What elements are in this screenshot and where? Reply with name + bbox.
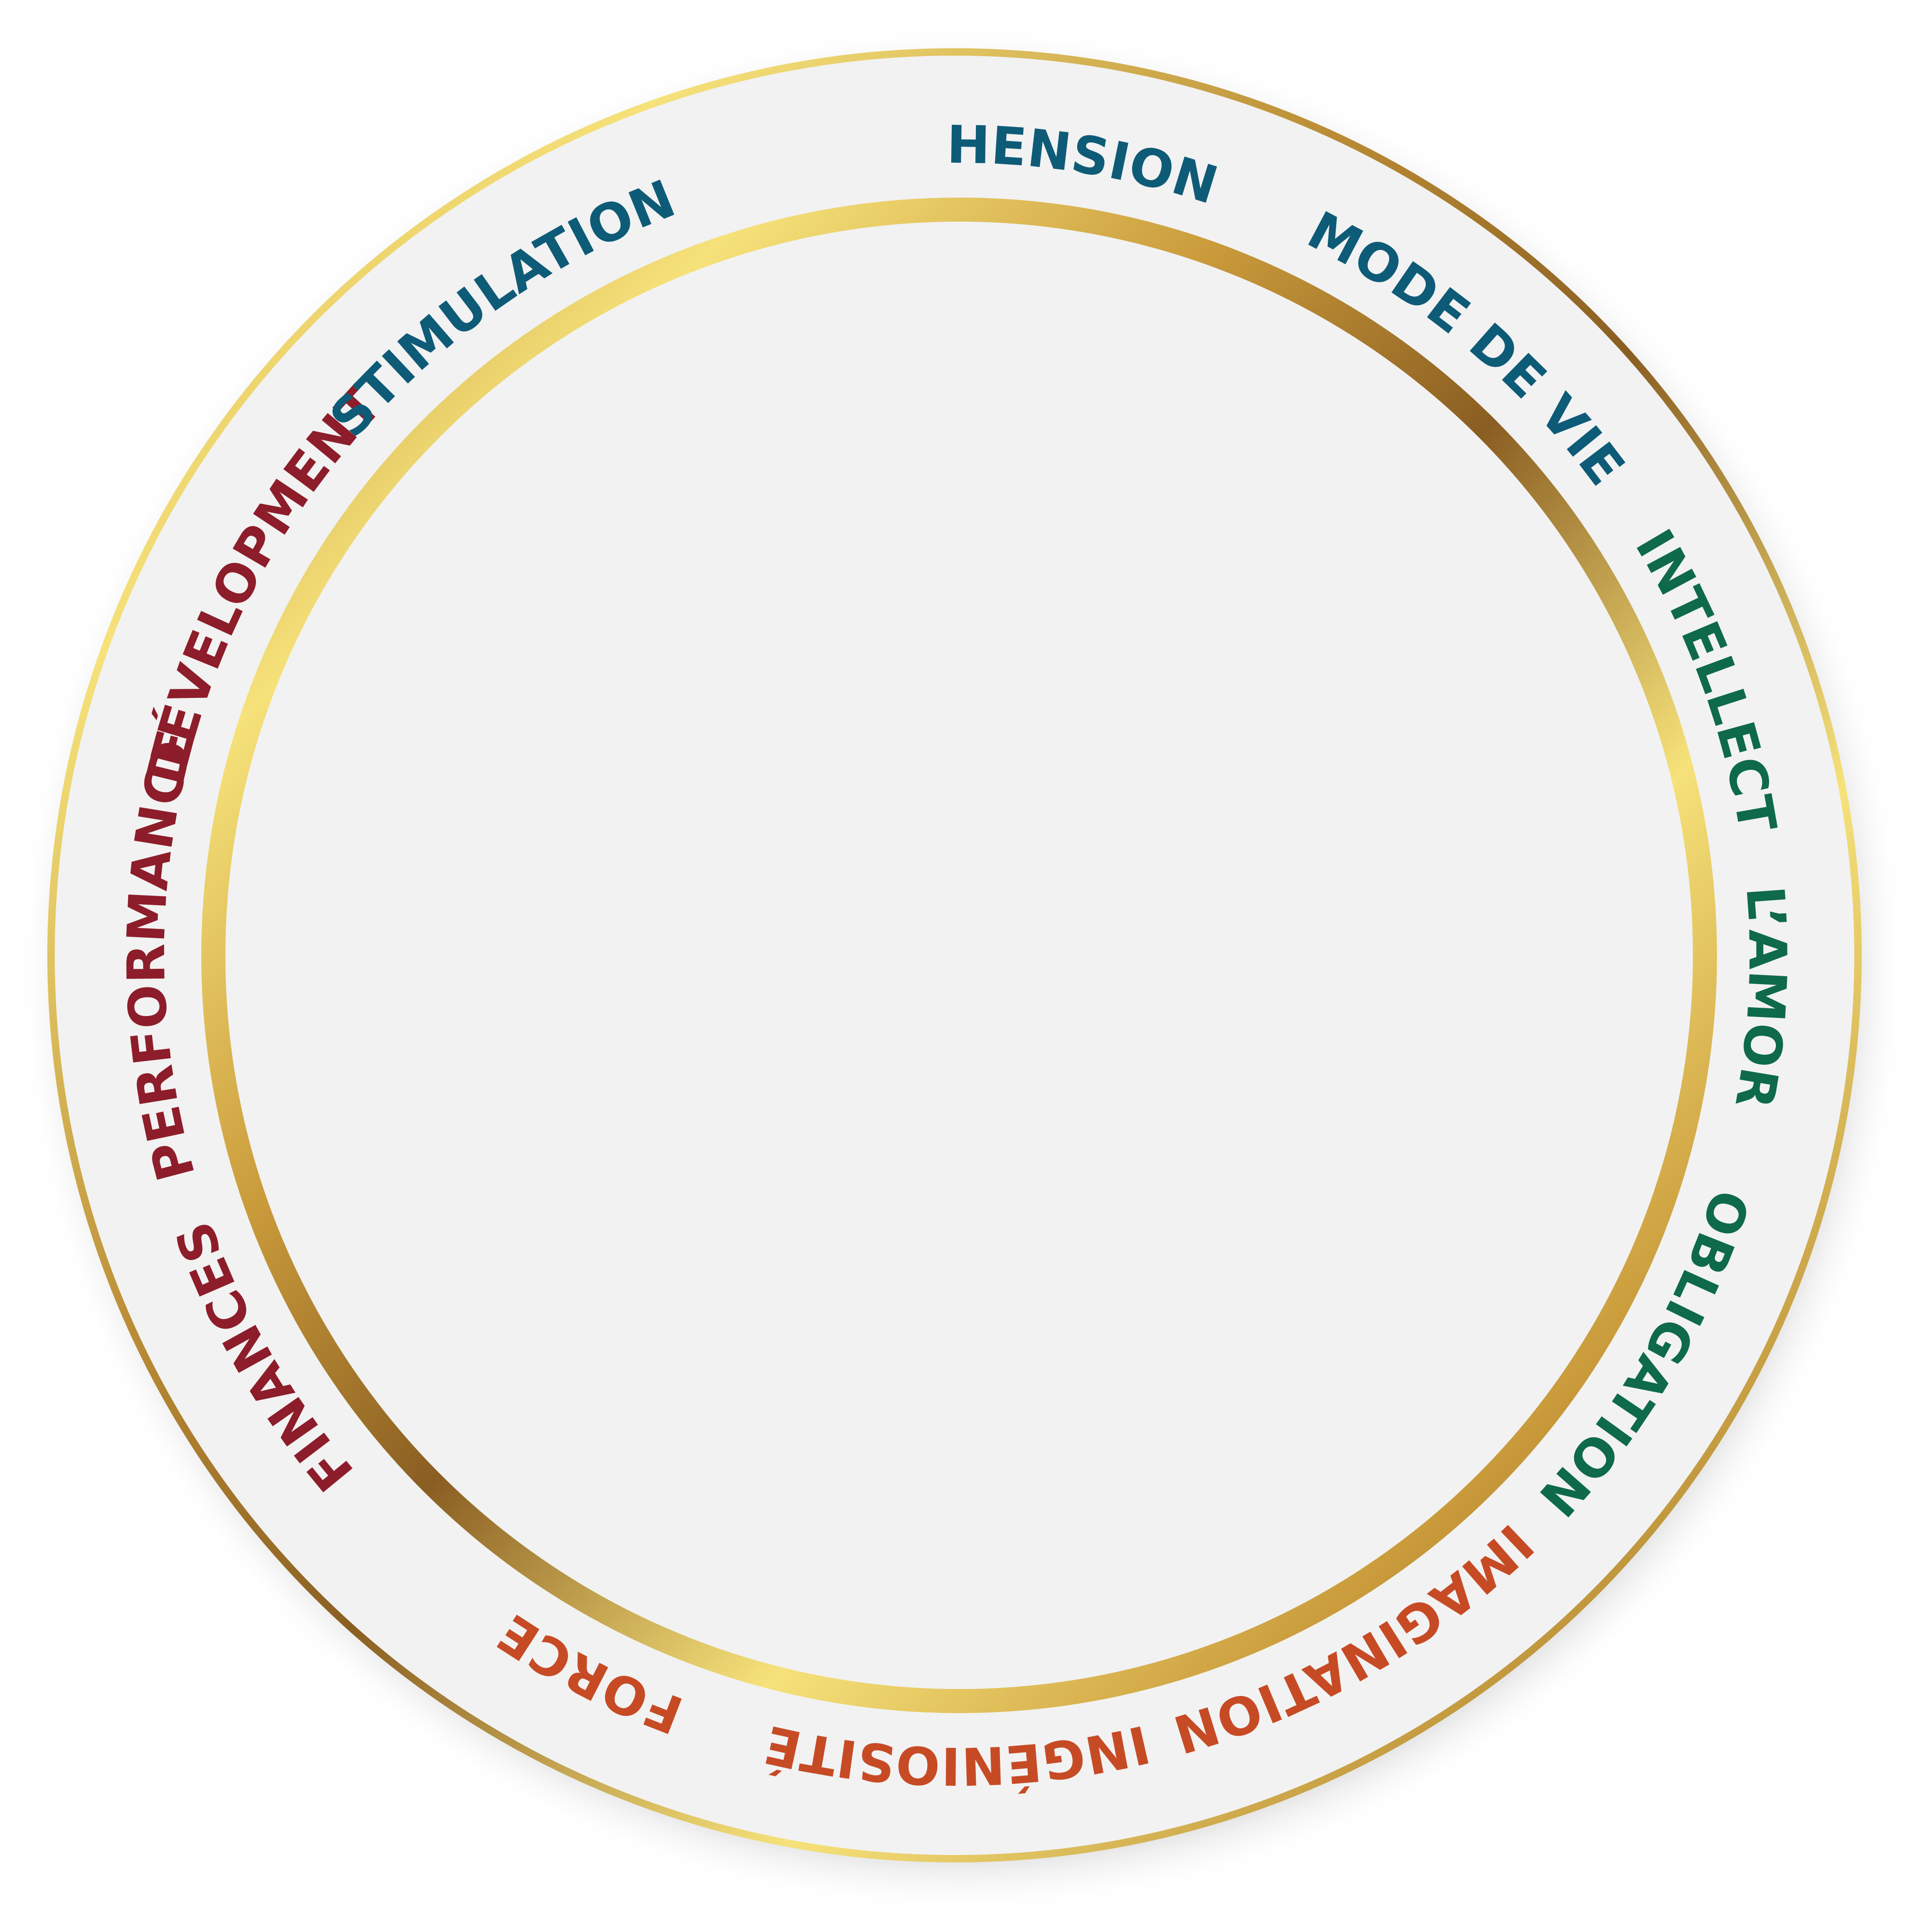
inner-gold-ring bbox=[201, 198, 1717, 1713]
inner-center bbox=[225, 222, 1693, 1689]
outer-gold-rim bbox=[47, 48, 1862, 1862]
